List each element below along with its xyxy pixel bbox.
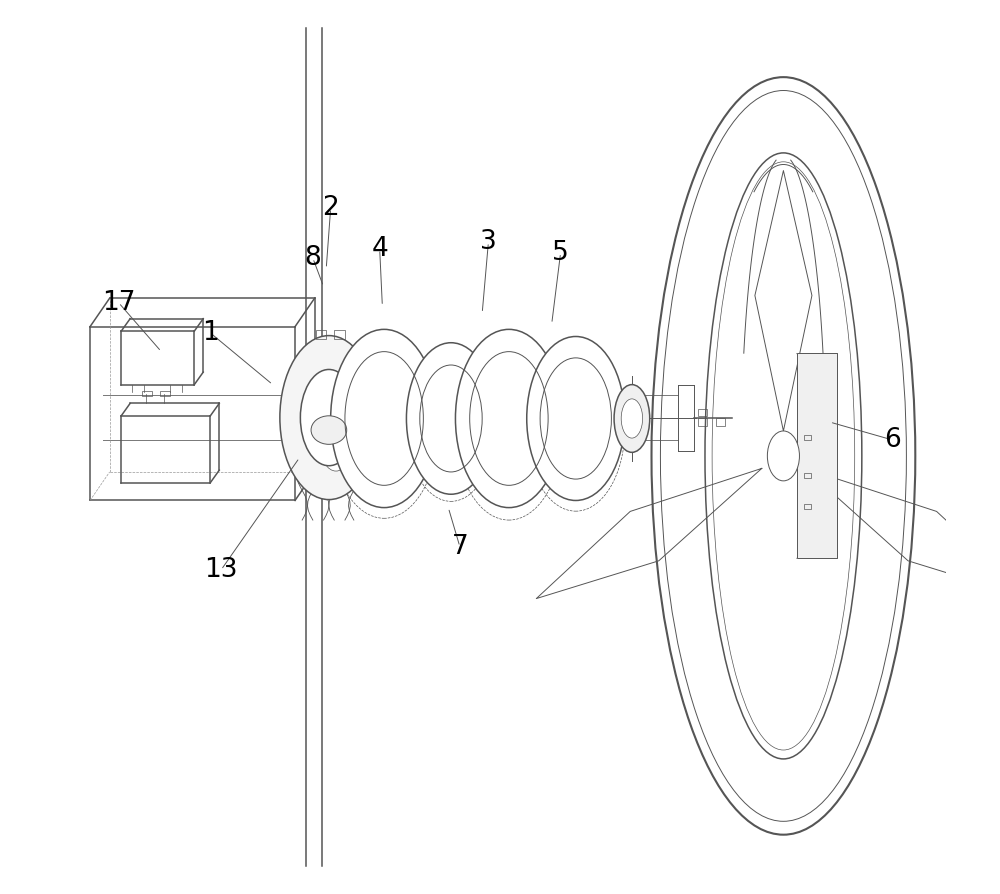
Bar [698,418,707,426]
Bar [616,411,624,427]
Ellipse shape [331,329,438,508]
Text: 6: 6 [884,426,901,453]
Text: 3: 3 [480,229,497,255]
Bar [142,391,152,396]
Bar [334,330,345,339]
Text: 4: 4 [371,236,388,262]
Text: 2: 2 [322,195,339,221]
Ellipse shape [280,335,378,500]
Ellipse shape [300,369,357,466]
Bar [316,330,326,339]
Bar [797,353,837,559]
Bar [698,409,707,416]
Ellipse shape [455,329,562,508]
Text: 17: 17 [102,290,135,316]
Ellipse shape [311,416,347,444]
Ellipse shape [311,401,361,487]
Bar [804,434,811,440]
Bar [804,504,811,510]
Ellipse shape [767,431,799,481]
Text: 1: 1 [202,320,219,346]
Bar [160,391,170,396]
Text: 5: 5 [552,240,569,266]
Text: 7: 7 [452,534,468,560]
Ellipse shape [527,336,625,501]
Ellipse shape [406,342,496,494]
Bar [552,411,560,427]
Ellipse shape [621,399,643,438]
Bar [804,473,811,478]
Ellipse shape [320,417,352,471]
Ellipse shape [614,384,650,452]
Text: 8: 8 [304,245,321,271]
Text: 13: 13 [204,557,238,583]
Bar [716,418,725,426]
